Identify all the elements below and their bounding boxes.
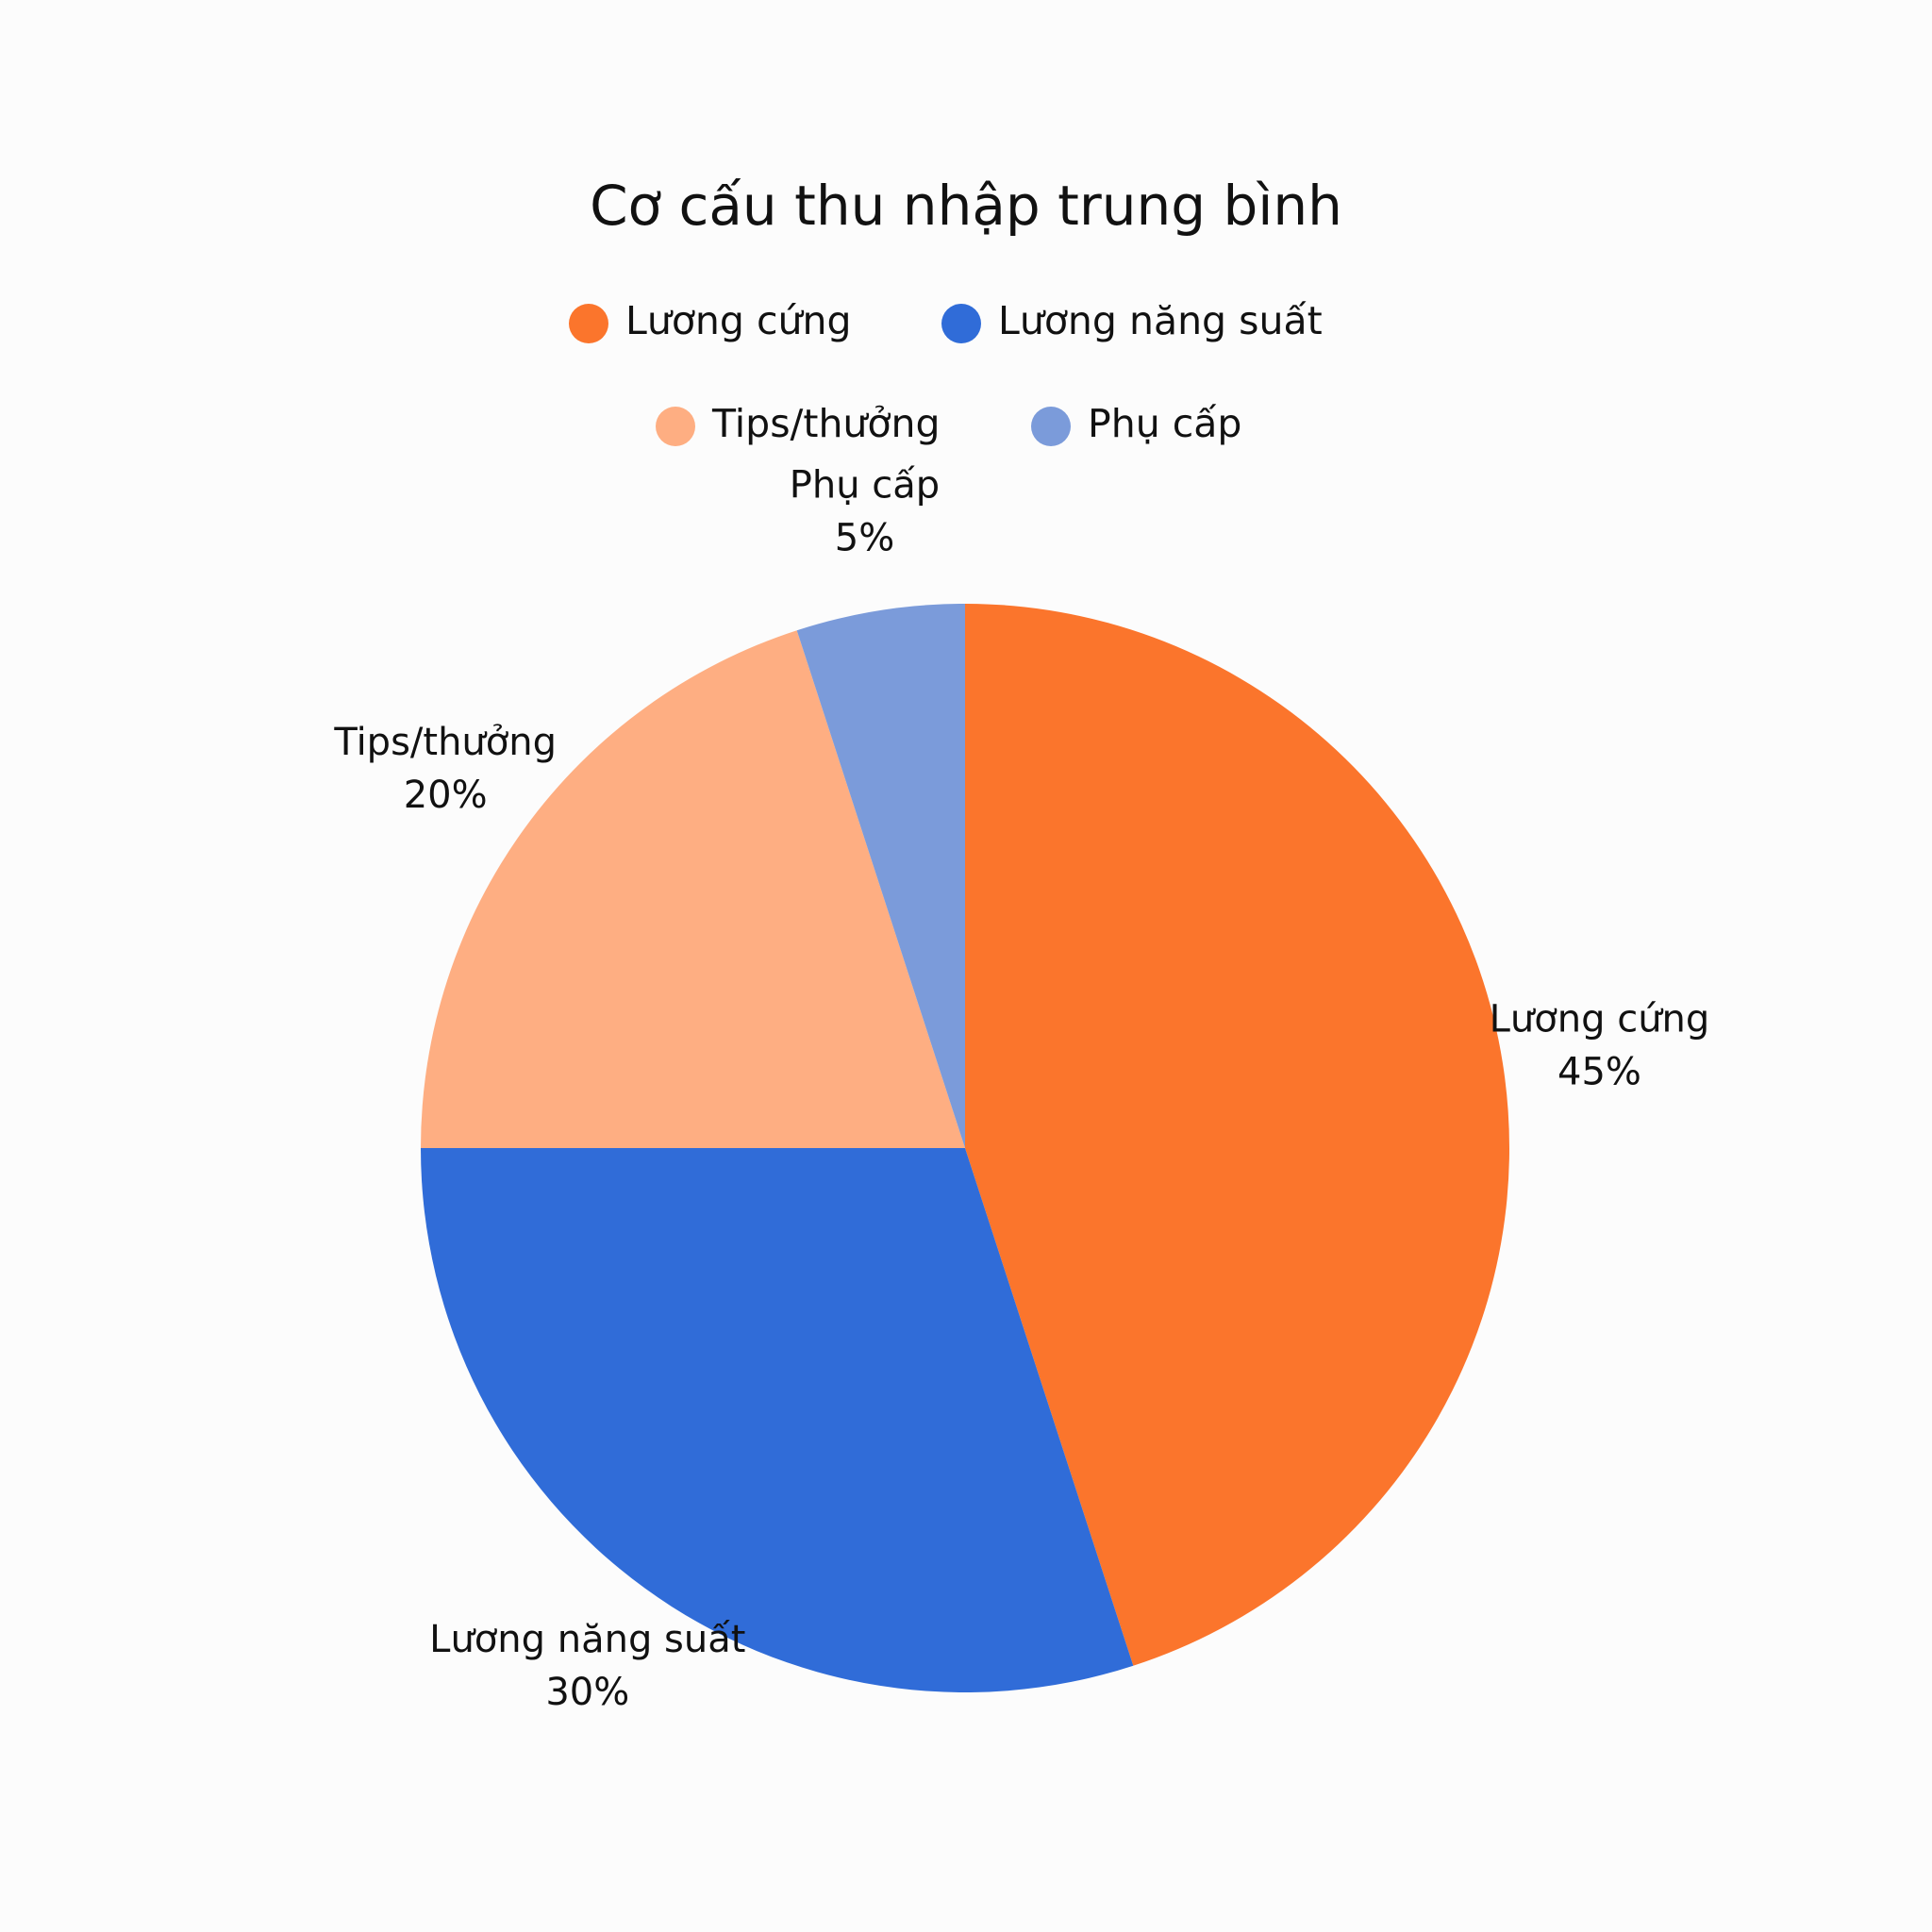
pie-slice (796, 604, 965, 1148)
slice-label-value: 20% (404, 774, 488, 817)
pie-slice (965, 604, 1509, 1666)
slice-label-value: 45% (1557, 1050, 1641, 1093)
legend-label: Tips/thưởng (711, 401, 941, 446)
slice-label-name: Phụ cấp (790, 464, 940, 508)
slice-label-name: Lương năng suất (429, 1618, 745, 1661)
legend-swatch (1031, 407, 1071, 446)
legend-label: Phụ cấp (1088, 401, 1241, 446)
legend-label: Lương năng suất (998, 298, 1323, 343)
legend-label: Lương cứng (625, 298, 852, 343)
pie-slice (421, 630, 965, 1148)
legend-swatch (656, 407, 695, 446)
chart-title: Cơ cấu thu nhập trung bình (590, 174, 1342, 238)
legend-swatch (569, 304, 608, 343)
slice-label-value: 30% (545, 1671, 629, 1714)
slice-label-name: Tips/thưởng (333, 721, 557, 764)
slice-label-name: Lương cứng (1490, 997, 1710, 1041)
slice-label-value: 5% (835, 517, 894, 560)
pie-slice (420, 1148, 1134, 1693)
legend-swatch (941, 304, 981, 343)
